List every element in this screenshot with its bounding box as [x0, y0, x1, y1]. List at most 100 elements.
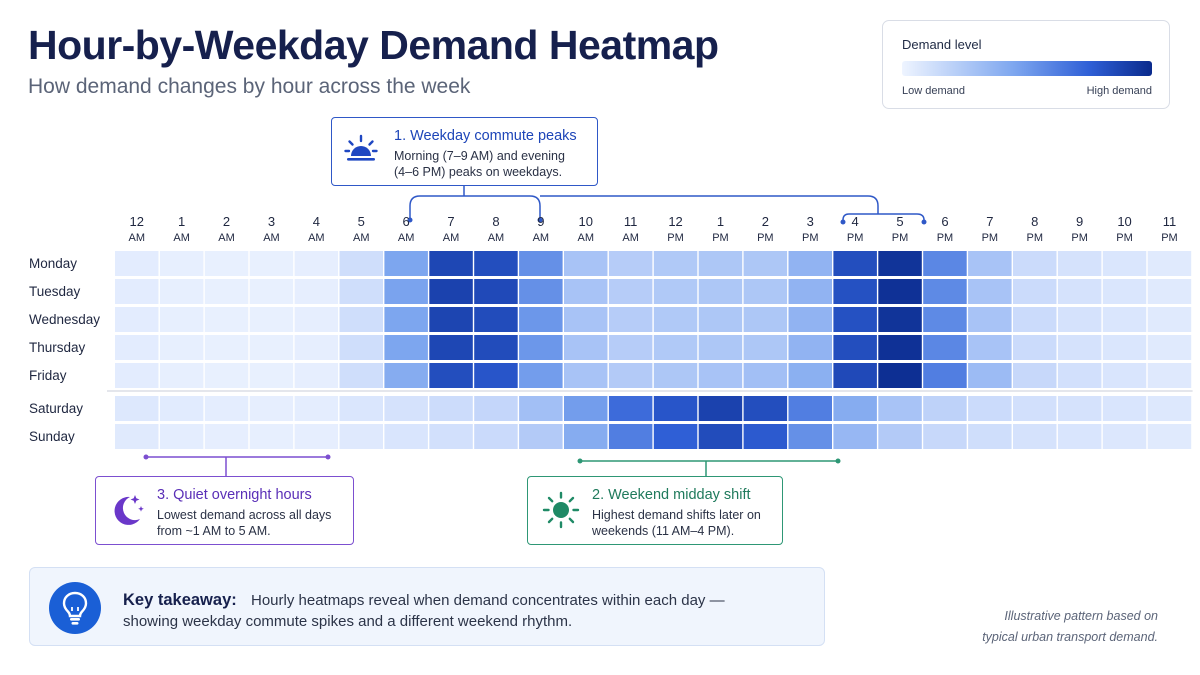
heatmap-cell [743, 251, 788, 276]
connector-dot [835, 458, 841, 464]
heatmap-cell [788, 396, 832, 421]
heatmap-cell [294, 424, 339, 449]
heatmap-cell [384, 396, 428, 421]
heatmap-cell [968, 396, 1012, 421]
page-subtitle: How demand changes by hour across the we… [28, 75, 471, 98]
heatmap-cell [249, 396, 294, 421]
heatmap-cell [1013, 363, 1057, 388]
heatmap-cell [564, 396, 608, 421]
hour-tick-label: 8 [1031, 214, 1038, 229]
hour-tick-period: PM [667, 232, 684, 244]
heatmap-cell [564, 363, 608, 388]
heatmap-cell [653, 396, 698, 421]
day-tick-label: Saturday [29, 401, 83, 416]
heatmap-cell [564, 424, 608, 449]
heatmap-cells [115, 251, 1192, 449]
heatmap-cell [115, 251, 159, 276]
footnote-line-2: typical urban transport demand. [982, 630, 1158, 644]
legend-high-label: High demand [1086, 85, 1152, 97]
hour-tick-label: 1 [717, 214, 724, 229]
heatmap-cell [519, 424, 563, 449]
legend-gradient-bar [902, 61, 1152, 76]
heatmap-cell [743, 424, 788, 449]
heatmap-cell [833, 251, 877, 276]
day-tick-label: Monday [29, 256, 77, 271]
connector-weekday-morning-bracket [409, 195, 541, 220]
heatmap-cell [474, 424, 518, 449]
hour-tick-label: 2 [223, 214, 230, 229]
heatmap-cell [294, 396, 339, 421]
hour-tick-period: PM [1161, 232, 1178, 244]
heatmap-cell [968, 335, 1012, 360]
heatmap-cell [833, 396, 877, 421]
connector-dot [407, 217, 413, 223]
heatmap-cell [1102, 307, 1147, 332]
callout-weekday-line-1: Morning (7–9 AM) and evening [394, 149, 565, 163]
heatmap-cell [115, 396, 159, 421]
heatmap-cell [339, 396, 383, 421]
heatmap-cell [968, 279, 1012, 304]
heatmap-cell [519, 335, 563, 360]
callout-weekday-line-2: (4–6 PM) peaks on weekdays. [394, 165, 563, 179]
connector-dot [840, 219, 846, 225]
hour-tick-label: 5 [358, 214, 365, 229]
heatmap-cell [249, 424, 294, 449]
heatmap-cell [249, 307, 294, 332]
heatmap-cell [1013, 396, 1057, 421]
heatmap-cell [294, 251, 339, 276]
heatmap-cell [429, 363, 473, 388]
callout-weekday-peaks: 1. Weekday commute peaks Morning (7–9 AM… [331, 117, 598, 186]
hour-tick-label: 12 [130, 214, 144, 229]
heatmap-cell [564, 251, 608, 276]
heatmap-cell [1057, 363, 1102, 388]
heatmap-cell [878, 279, 922, 304]
heatmap-cell [698, 335, 743, 360]
heatmap-cell [474, 307, 518, 332]
callout-weekend-line-1: Highest demand shifts later on [592, 508, 761, 522]
heatmap-cell [339, 279, 383, 304]
callout-weekend-title: 2. Weekend midday shift [592, 487, 751, 503]
heatmap-cell [833, 279, 877, 304]
heatmap-cell [1013, 335, 1057, 360]
heatmap-cell [204, 363, 249, 388]
heatmap-cell [249, 335, 294, 360]
hour-tick-label: 10 [579, 214, 593, 229]
heatmap-cell [1147, 335, 1192, 360]
hour-tick-label: 4 [313, 214, 320, 229]
heatmap-cell [1147, 363, 1192, 388]
hour-tick-label: 2 [762, 214, 769, 229]
connector-weekday-evening-bracket [842, 213, 925, 222]
sun-icon [542, 491, 580, 529]
heatmap-cell [608, 396, 653, 421]
heatmap-cell [115, 307, 159, 332]
heatmap-cell [698, 363, 743, 388]
heatmap-cell [1102, 251, 1147, 276]
takeaway-text-line-1: Hourly heatmaps reveal when demand conce… [251, 592, 725, 609]
sunrise-icon [344, 134, 378, 161]
heatmap-cell [923, 363, 967, 388]
hour-tick-label: 8 [492, 214, 499, 229]
connector-dot [537, 217, 543, 223]
callout-connectors [143, 186, 927, 476]
heatmap-cell [878, 307, 922, 332]
heatmap-cell [653, 279, 698, 304]
takeaway-label: Key takeaway: [123, 591, 237, 609]
heatmap-cell [159, 307, 204, 332]
heatmap-cell [294, 307, 339, 332]
hour-tick-label: 3 [268, 214, 275, 229]
hour-tick-label: 1 [178, 214, 185, 229]
day-tick-label: Wednesday [29, 312, 100, 327]
hour-tick-period: AM [263, 232, 280, 244]
heatmap-cell [653, 424, 698, 449]
heatmap-cell [339, 335, 383, 360]
heatmap-cell [115, 335, 159, 360]
hour-tick-label: 12 [668, 214, 682, 229]
heatmap-cell [788, 279, 832, 304]
heatmap-cell [788, 424, 832, 449]
heatmap-cell [204, 307, 249, 332]
heatmap-cell [249, 279, 294, 304]
heatmap-cell [384, 363, 428, 388]
heatmap-cell [204, 424, 249, 449]
callout-overnight-title: 3. Quiet overnight hours [157, 487, 312, 503]
